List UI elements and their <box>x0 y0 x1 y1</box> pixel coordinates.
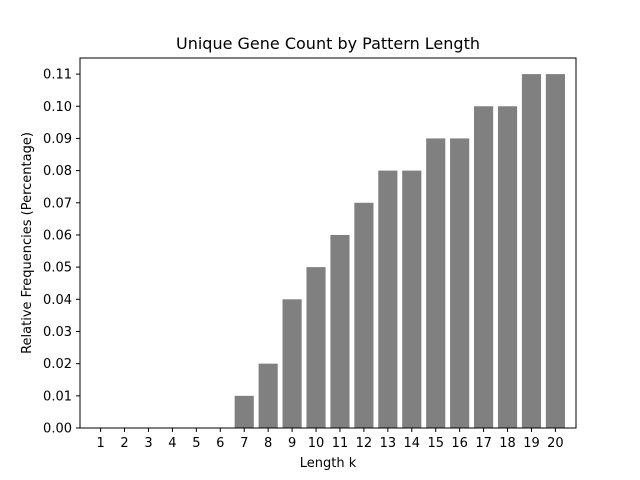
y-tick-label: 0.04 <box>43 293 72 308</box>
x-tick-label: 7 <box>240 436 248 451</box>
y-tick-label: 0.11 <box>43 68 72 83</box>
x-tick-label: 17 <box>475 436 492 451</box>
x-tick-label: 10 <box>308 436 325 451</box>
x-tick-label: 5 <box>192 436 200 451</box>
x-tick-label: 9 <box>288 436 296 451</box>
x-tick-label: 12 <box>356 436 373 451</box>
y-tick-label: 0.00 <box>43 422 72 437</box>
x-tick-label: 8 <box>264 436 272 451</box>
bar-10 <box>306 267 326 428</box>
bars-group <box>234 74 565 429</box>
bar-18 <box>497 106 518 428</box>
x-tick-label: 2 <box>120 436 128 451</box>
x-tick-label: 15 <box>427 436 444 451</box>
x-tick-label: 14 <box>404 436 421 451</box>
x-tick-label: 13 <box>380 436 397 451</box>
bar-9 <box>282 299 302 428</box>
x-tick-label: 11 <box>332 436 349 451</box>
y-tick-label: 0.05 <box>43 261 72 276</box>
y-tick-label: 0.01 <box>43 389 72 404</box>
x-tick-label: 19 <box>523 436 540 451</box>
plot-frame <box>79 57 577 429</box>
bar-12 <box>354 202 374 428</box>
x-tick-label: 16 <box>451 436 468 451</box>
y-axis-label: Relative Frequencies (Percentage) <box>20 132 35 354</box>
x-axis-label: Length k <box>300 456 357 471</box>
bar-15 <box>426 138 446 428</box>
x-tick-label: 18 <box>499 436 516 451</box>
y-tick-label: 0.06 <box>43 228 72 243</box>
bar-19 <box>521 74 542 428</box>
bar-16 <box>450 138 470 428</box>
y-tick-label: 0.10 <box>43 100 72 115</box>
y-tick-label: 0.07 <box>43 196 72 211</box>
y-tick-label: 0.08 <box>43 164 72 179</box>
bar-20 <box>545 74 565 428</box>
bar-11 <box>330 234 350 428</box>
bar-17 <box>474 106 494 428</box>
y-tick-label: 0.03 <box>43 325 72 340</box>
x-axis-ticks: 1 2 3 4 5 6 7 8 9 10 11 12 13 14 15 16 17 18 19 20 <box>96 428 564 451</box>
bar-8 <box>258 363 278 428</box>
bar-14 <box>402 170 422 429</box>
x-tick-label: 3 <box>144 436 152 451</box>
x-tick-label: 1 <box>96 436 104 451</box>
y-tick-label: 0.02 <box>43 357 72 372</box>
x-tick-label: 6 <box>216 436 224 451</box>
x-tick-label: 4 <box>168 436 176 451</box>
y-tick-label: 0.09 <box>43 132 72 147</box>
bar-7 <box>234 395 254 428</box>
x-tick-label: 20 <box>547 436 564 451</box>
y-axis-ticks: 0.00 0.01 0.02 0.03 0.04 0.05 0.06 0.07 0.08 0.09… <box>43 68 80 437</box>
chart-title: Unique Gene Count by Pattern Length <box>176 34 480 53</box>
bar-13 <box>378 170 398 429</box>
